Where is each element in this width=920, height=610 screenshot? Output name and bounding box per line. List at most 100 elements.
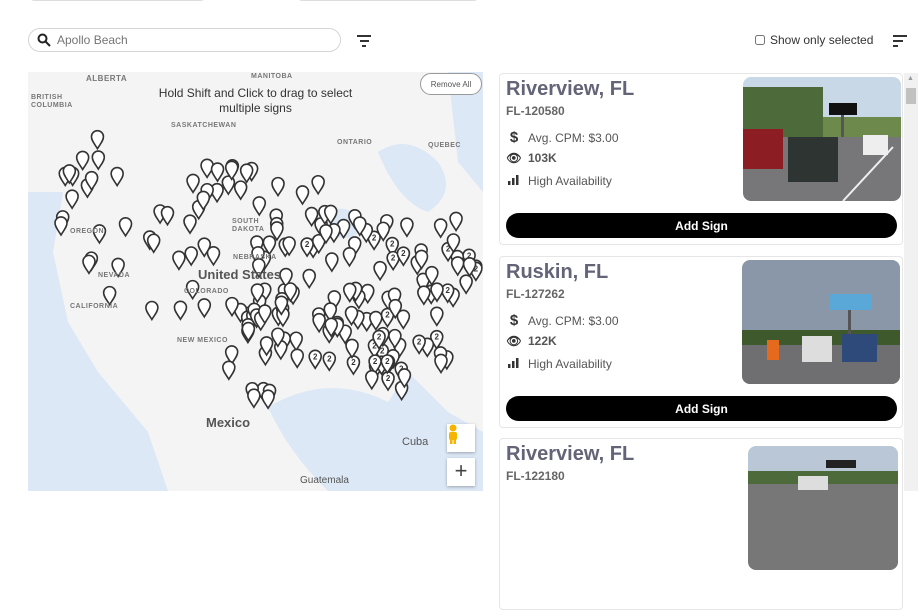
map-pin-marker[interactable] [412,334,426,355]
map-pin-marker[interactable] [373,260,387,282]
map-pin-marker[interactable] [145,300,159,322]
map-pin-marker[interactable] [304,206,319,228]
map-pin-marker[interactable] [197,298,212,319]
map-pin-marker[interactable] [90,129,105,151]
map-pin-marker[interactable] [367,230,381,251]
map-pin-marker[interactable] [290,348,305,369]
map-pin-marker[interactable] [386,250,400,272]
map-pin-marker[interactable] [274,295,289,316]
map-pin-marker[interactable] [414,249,429,271]
map-pin-marker[interactable] [91,150,106,171]
map-pin-marker[interactable] [210,162,225,183]
sort-icon[interactable] [893,35,909,47]
map-pin-marker[interactable] [312,312,326,334]
map-pin-marker[interactable] [323,204,338,226]
map-pin-marker[interactable] [433,218,448,239]
map-pin-marker[interactable] [396,246,411,267]
map-pin-marker[interactable] [75,150,90,171]
map-pin-marker[interactable] [323,302,338,323]
map-pin-marker[interactable] [319,224,333,245]
map-pin-marker[interactable] [279,267,293,289]
map-pin-marker[interactable] [425,265,439,287]
map-pin-marker[interactable] [282,236,296,257]
show-only-selected[interactable]: Show only selected [755,33,873,47]
map-pin-marker[interactable] [258,304,272,325]
map-pin-marker[interactable] [459,274,473,295]
map-pin-marker[interactable] [241,321,256,343]
map-pin-marker[interactable] [197,237,212,258]
top-tab-1[interactable] [30,0,205,1]
map-pin-marker[interactable] [353,216,367,237]
map-pin-marker[interactable] [387,287,402,308]
map-pin-marker[interactable] [300,237,314,258]
map-pin-marker[interactable] [283,282,298,303]
map-pin-marker[interactable] [250,283,265,304]
map-pin-marker[interactable] [295,185,310,206]
map-pin-marker[interactable] [233,180,248,201]
map-pin-marker[interactable] [380,307,395,329]
filter-icon[interactable] [356,35,372,47]
map-pin-marker[interactable] [400,217,414,238]
map-pin-marker[interactable] [368,354,382,375]
map-pin-marker[interactable] [247,388,261,409]
map-pin-marker[interactable] [186,173,200,194]
map-pin-marker[interactable] [430,282,444,303]
map-pin-marker[interactable] [84,170,99,192]
map-pin-marker[interactable] [251,246,265,267]
scrollbar[interactable]: ▲ [904,73,918,491]
map-pin-marker[interactable] [54,216,68,237]
map-pin-marker[interactable] [450,256,465,277]
map-pin-marker[interactable] [364,369,379,391]
map-pin-marker[interactable] [62,164,77,185]
map-pin-marker[interactable] [225,296,239,318]
map-pin-marker[interactable] [111,257,125,278]
map-pin-marker[interactable] [224,345,239,366]
map-pin-marker[interactable] [65,189,79,210]
map-pin-marker[interactable] [369,310,383,332]
map-pin-marker[interactable] [388,298,403,320]
map-pin-marker[interactable] [239,163,254,184]
map-pin-marker[interactable] [311,174,325,196]
map-pin-marker[interactable] [259,336,274,357]
map-pin-marker[interactable] [462,257,477,278]
map-pin-marker[interactable] [322,351,337,372]
map-pin-marker[interactable] [397,368,412,389]
map-pin-marker[interactable] [118,216,133,238]
map-pin-marker[interactable] [446,233,461,254]
map-pin-marker[interactable] [196,190,211,212]
map-pin-marker[interactable] [185,279,200,301]
top-tab-2[interactable] [298,0,478,1]
search-bar[interactable] [28,28,341,52]
search-input[interactable] [57,33,317,47]
map-pin-marker[interactable] [183,214,197,235]
map-pin-marker[interactable] [172,250,186,271]
map-pin-marker[interactable] [372,329,386,351]
scroll-up-arrow-icon[interactable]: ▲ [907,75,914,82]
map-pin-marker[interactable] [308,349,323,370]
map-pin-marker[interactable] [376,221,391,242]
map-pin-marker[interactable] [102,285,117,307]
map-pin-marker[interactable] [92,224,107,245]
map-pin-marker[interactable] [327,290,342,311]
map-pin-marker[interactable] [344,305,359,327]
map-pin-marker[interactable] [396,309,411,330]
map-pin-marker[interactable] [311,233,326,255]
map-pin-marker[interactable] [416,272,430,293]
street-view-pegman-icon[interactable] [447,424,475,452]
map-pin-marker[interactable] [289,331,303,352]
zoom-in-button[interactable]: + [447,458,475,486]
map-pin-marker[interactable] [440,283,455,304]
map-pin-marker[interactable] [417,285,431,306]
add-sign-button[interactable]: Add Sign [506,213,897,238]
map-pin-marker[interactable] [146,233,161,254]
map-pin-marker[interactable] [271,327,285,348]
map-pin-marker[interactable] [252,257,266,279]
remove-all-button[interactable]: Remove All [420,73,482,95]
map-pin-marker[interactable] [82,254,96,275]
map-pin-marker[interactable] [380,354,395,375]
map-pin-marker[interactable] [206,246,221,267]
map-pin-marker[interactable] [302,268,317,290]
map-pin-marker[interactable] [449,211,463,232]
map-pin-marker[interactable] [325,252,339,273]
show-only-selected-checkbox[interactable] [755,35,765,45]
